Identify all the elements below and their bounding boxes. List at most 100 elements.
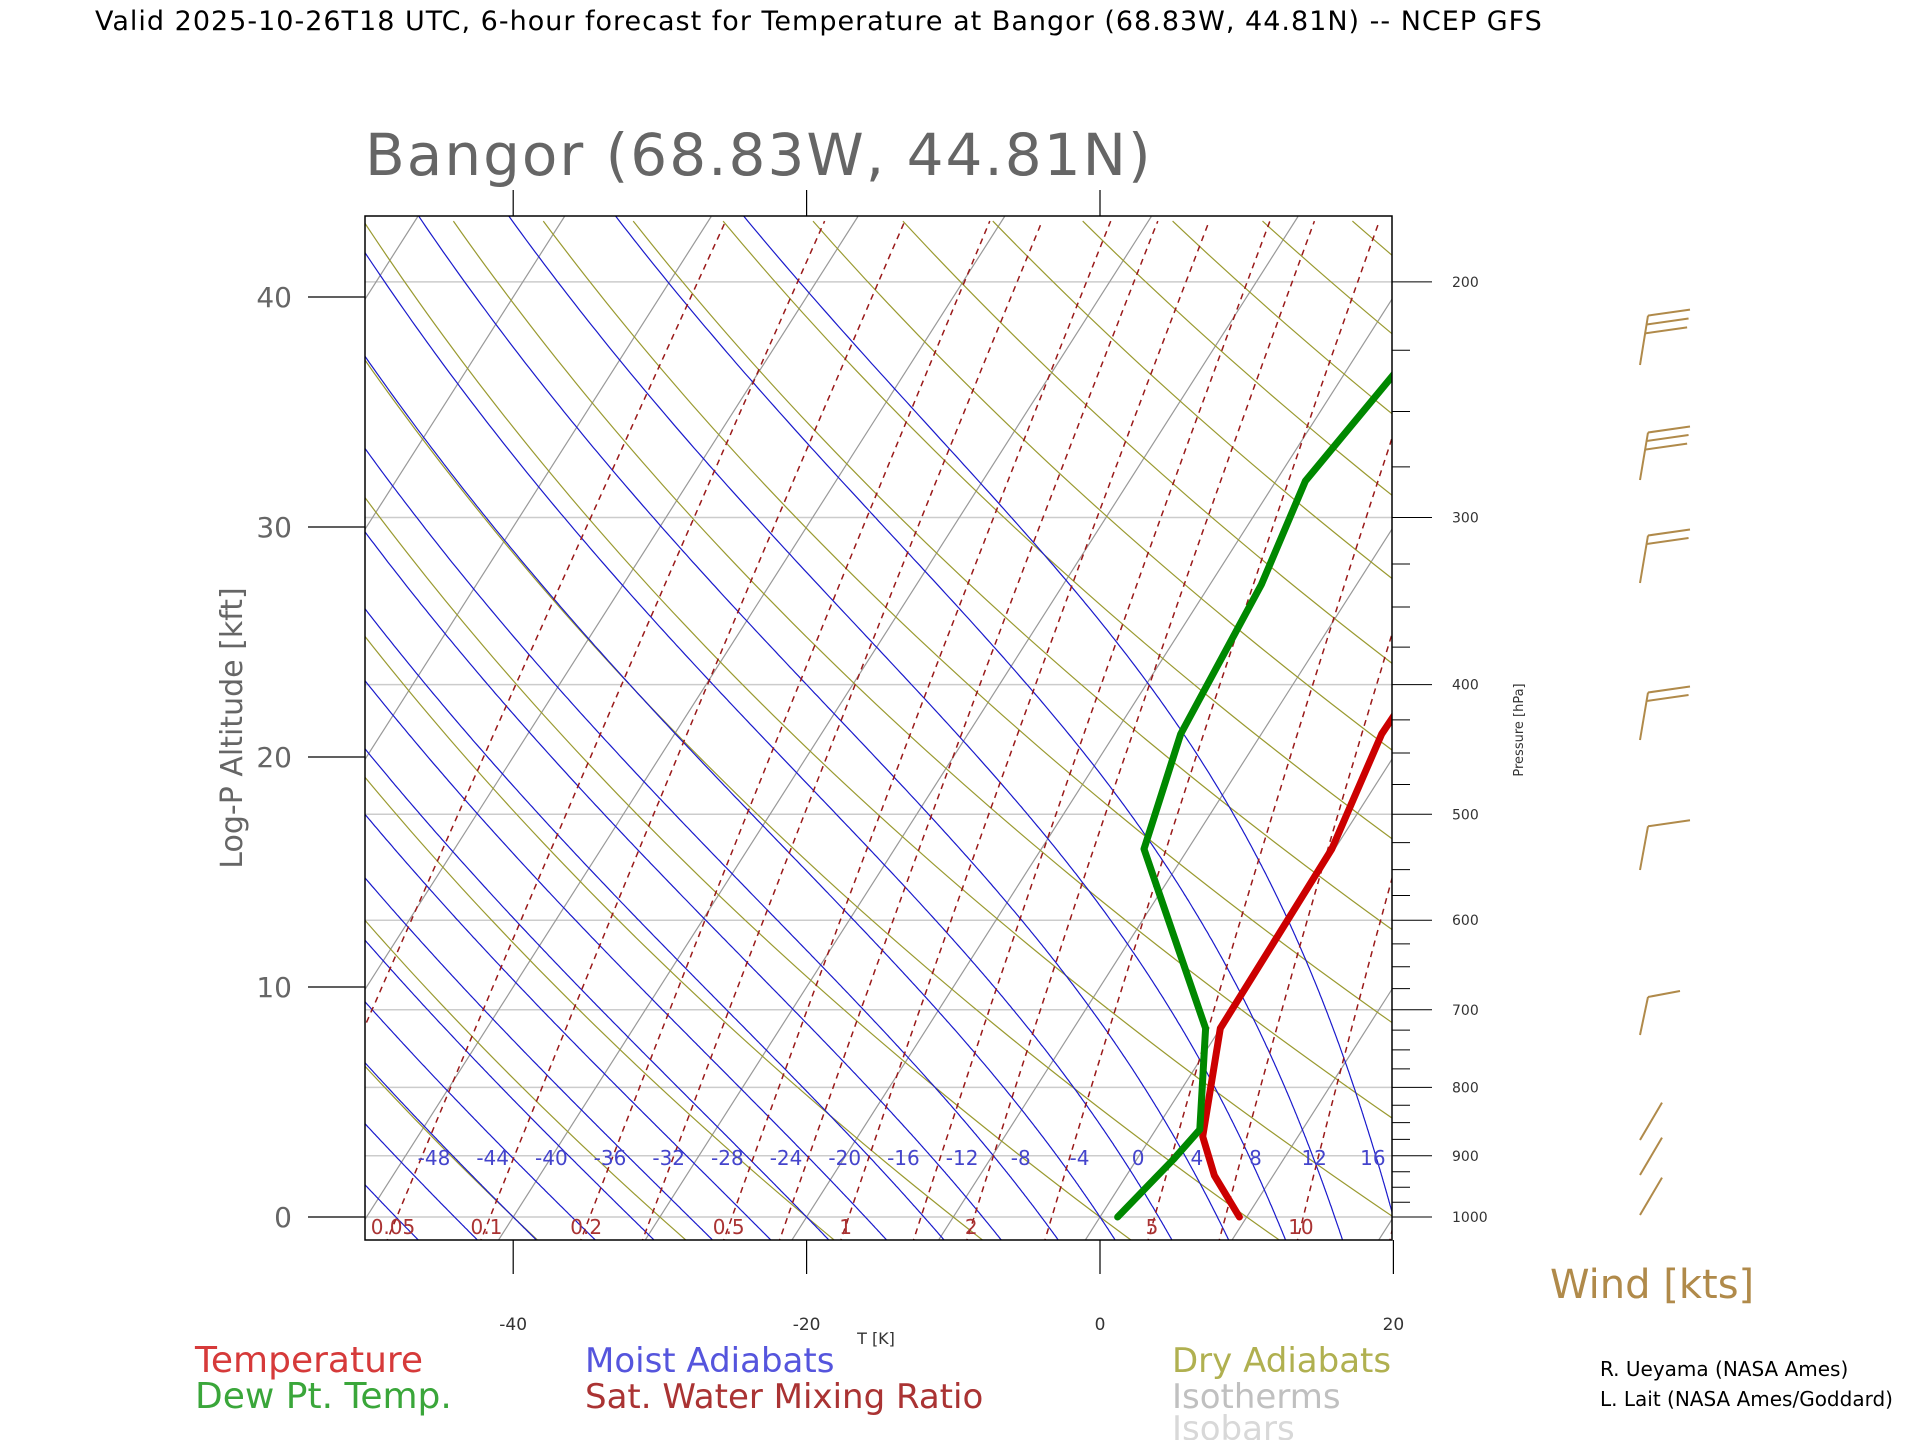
dry-adiabat — [1263, 221, 1920, 1245]
mixing-ratio-label: 10 — [1288, 1215, 1313, 1239]
wind-barb — [1640, 1103, 1662, 1140]
x-tick-label: -40 — [499, 1315, 527, 1335]
wind-barb — [1640, 427, 1690, 481]
moist-adiabat-label: -36 — [594, 1146, 627, 1170]
wind-barb — [1640, 1178, 1662, 1215]
x-axis-label: T [K] — [856, 1329, 895, 1348]
chart-title: Bangor (68.83W, 44.81N) — [365, 121, 1153, 189]
mixing-ratio-line — [778, 221, 1158, 1245]
moist-adiabat-label: -20 — [828, 1146, 861, 1170]
dry-adiabat — [0, 221, 542, 1245]
moist-adiabat — [0, 214, 542, 1245]
moist-adiabat — [0, 214, 601, 1245]
moist-adiabat — [614, 214, 1344, 1245]
wind-label: Wind [kts] — [1550, 1262, 1754, 1308]
moist-adiabat — [159, 214, 1006, 1245]
dry-adiabat — [1352, 221, 1920, 1245]
legend-moist-adiabats: Moist Adiabats — [585, 1341, 834, 1381]
temperature-line — [1203, 228, 1920, 1217]
moist-adiabat-label: -8 — [1011, 1146, 1031, 1170]
moist-adiabat — [0, 214, 364, 1245]
mixing-ratio-label: 0.05 — [371, 1215, 416, 1239]
moist-adiabat — [507, 214, 1287, 1245]
legend-mixing-ratio: Sat. Water Mixing Ratio — [585, 1377, 983, 1417]
isotherm-line — [1523, 217, 1920, 1245]
mixing-ratio-line — [270, 221, 725, 1245]
isotherm-line — [936, 217, 1592, 1245]
moist-adiabat — [0, 214, 424, 1245]
moist-adiabat-label: -4 — [1069, 1146, 1089, 1170]
dry-adiabat — [364, 221, 1435, 1245]
moist-adiabat-label: 16 — [1360, 1146, 1385, 1170]
wind-barb — [1640, 310, 1690, 365]
dry-adiabat — [0, 221, 691, 1245]
pressure-tick-label: 500 — [1452, 807, 1479, 823]
mixing-ratio-label: 5 — [1146, 1215, 1159, 1239]
mixing-ratio-line — [479, 221, 905, 1245]
dry-adiabat — [1173, 221, 1920, 1245]
pressure-tick-label: 600 — [1452, 913, 1479, 929]
wind-barb — [1640, 687, 1690, 741]
pressure-tick-label: 200 — [1452, 275, 1479, 291]
isotherm-line — [496, 217, 1152, 1245]
legend-temperature: Temperature — [194, 1340, 423, 1381]
pressure-tick-label: 300 — [1452, 510, 1479, 526]
moist-adiabat — [0, 214, 718, 1245]
isotherm-line — [1229, 217, 1885, 1245]
moist-adiabat-label: -40 — [535, 1146, 568, 1170]
wind-barb — [1640, 991, 1680, 1035]
dry-adiabat — [723, 221, 1920, 1245]
mixing-ratio-line — [1457, 221, 1718, 1245]
y-tick-label: 40 — [256, 281, 292, 314]
x-tick-label: -20 — [793, 1315, 821, 1335]
moist-adiabat-label: 8 — [1249, 1146, 1262, 1170]
wind-barb — [1640, 530, 1690, 584]
dry-adiabat — [184, 221, 1137, 1245]
moist-adiabat-label: 4 — [1190, 1146, 1203, 1170]
y-tick-label: 30 — [256, 511, 292, 544]
isotherm-line — [789, 217, 1445, 1245]
legend-isobars: Isobars — [1172, 1409, 1295, 1440]
pressure-tick-label: 400 — [1452, 678, 1479, 694]
mixing-ratio-line — [839, 221, 1209, 1245]
isotherm-line — [56, 217, 712, 1245]
legend-dry-adiabats: Dry Adiabats — [1172, 1341, 1391, 1381]
pressure-tick-label: 800 — [1452, 1080, 1479, 1096]
y2-axis-label: Pressure [hPa] — [1512, 683, 1527, 776]
wind-barbs — [1640, 310, 1690, 1215]
moist-adiabat — [272, 214, 1118, 1245]
isotherm-line — [1669, 217, 1920, 1245]
mixing-ratio-line — [722, 221, 1111, 1245]
mixing-ratio-label: 2 — [965, 1215, 978, 1239]
x-tick-label: 0 — [1095, 1315, 1106, 1335]
dry-adiabat — [903, 221, 1920, 1245]
x-tick-label: 20 — [1383, 1315, 1405, 1335]
credit-2: L. Lait (NASA Ames/Goddard) — [1600, 1387, 1893, 1411]
dry-adiabat — [813, 221, 1920, 1245]
wind-barb — [1640, 1138, 1662, 1175]
mixing-ratio-label: 0.1 — [471, 1215, 503, 1239]
moist-adiabat-label: -44 — [476, 1146, 509, 1170]
dry-adiabat — [633, 221, 1881, 1245]
moist-adiabat — [213, 214, 1063, 1245]
isotherm-line — [0, 217, 124, 1245]
mixing-ratio-label: 0.5 — [713, 1215, 745, 1239]
moist-adiabat-label: -12 — [946, 1146, 979, 1170]
y-tick-label: 0 — [274, 1201, 292, 1234]
y-tick-label: 20 — [256, 741, 292, 774]
mixing-ratio-label: 0.2 — [570, 1215, 602, 1239]
y-axis-label: Log-P Altitude [kft] — [215, 587, 250, 868]
chart-suptitle: Valid 2025-10-26T18 UTC, 6-hour forecast… — [95, 6, 1543, 37]
dry-adiabat — [4, 221, 840, 1245]
isotherm-line — [0, 217, 565, 1245]
moist-adiabat-label: -32 — [652, 1146, 685, 1170]
moist-adiabat — [63, 214, 891, 1245]
pressure-tick-label: 1000 — [1452, 1210, 1488, 1226]
mixing-ratio-line — [641, 221, 1042, 1245]
plot-frame — [365, 216, 1392, 1240]
moist-adiabat — [0, 214, 659, 1245]
mixing-ratio-line — [1147, 221, 1465, 1245]
mixing-ratio-line — [579, 221, 990, 1245]
